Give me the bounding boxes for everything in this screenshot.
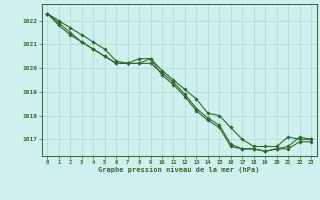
- X-axis label: Graphe pression niveau de la mer (hPa): Graphe pression niveau de la mer (hPa): [99, 167, 260, 173]
